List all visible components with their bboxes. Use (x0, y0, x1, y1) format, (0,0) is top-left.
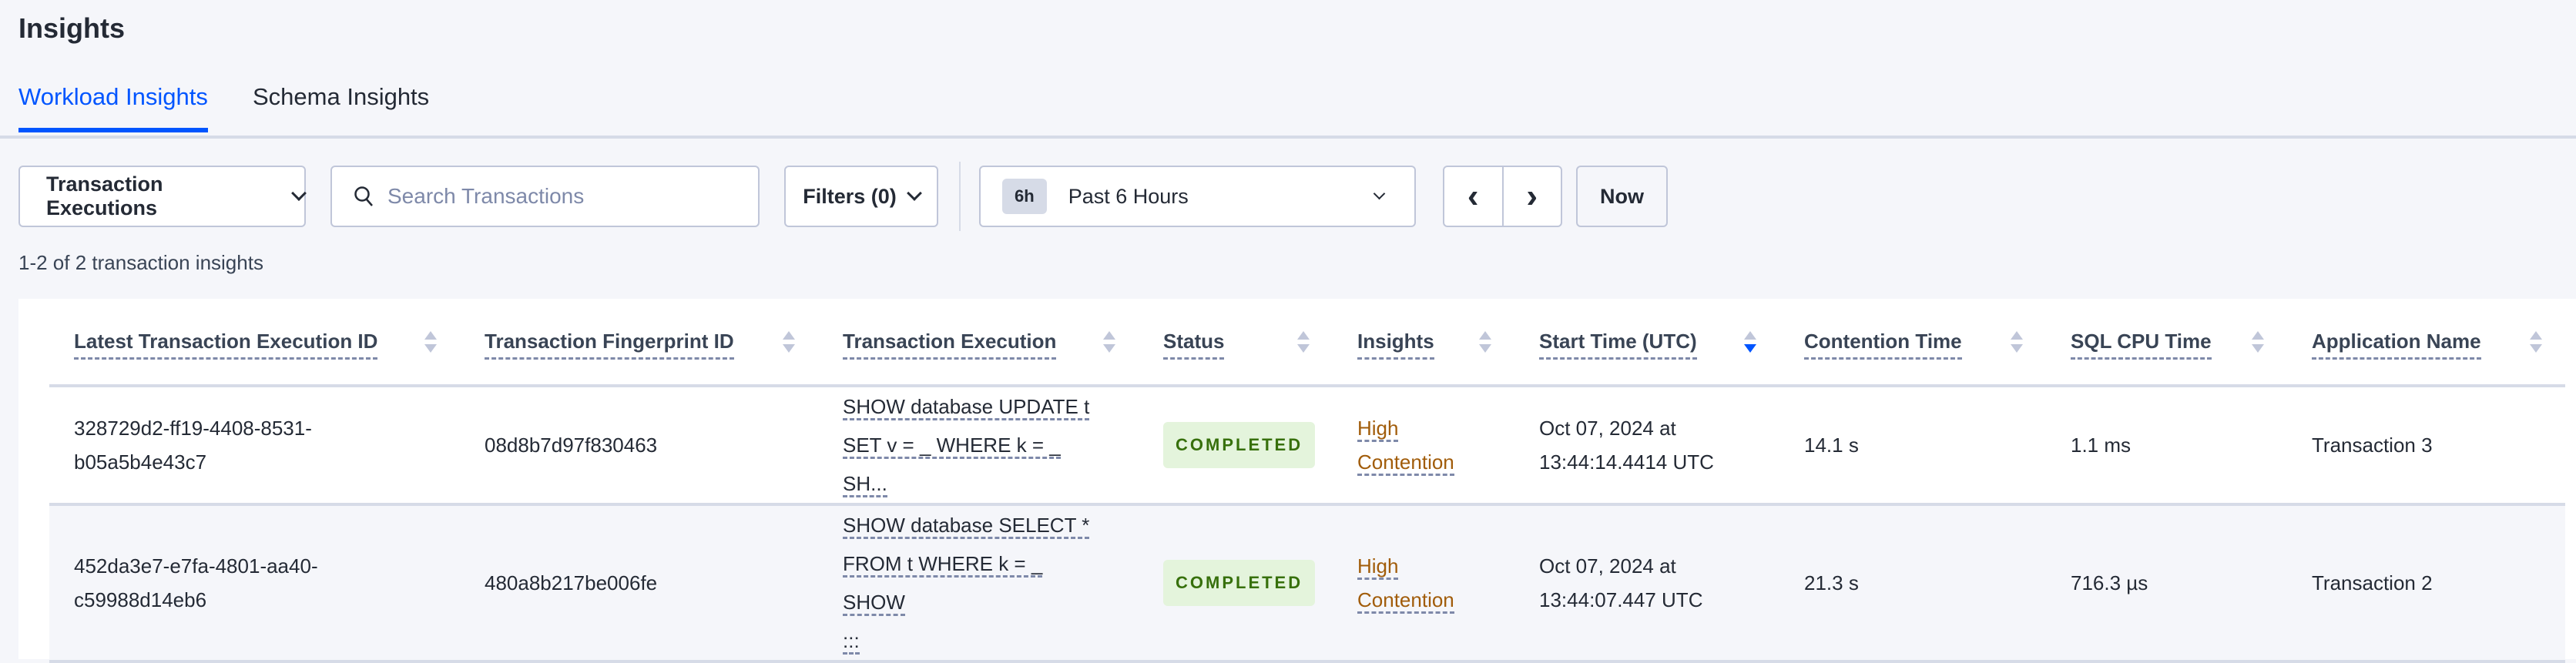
page-title: Insights (18, 12, 126, 44)
sort-icon[interactable] (1744, 330, 1756, 353)
column-header-label: Status (1163, 330, 1225, 360)
contention-time-cell: 21.3 s (1779, 504, 2046, 663)
sort-icon[interactable] (783, 330, 795, 353)
application-name-cell: Transaction 2 (2287, 504, 2565, 663)
sql-line: SET v = _ WHERE k = _ SH... (843, 434, 1061, 497)
fingerprint-id-cell[interactable]: 08d8b7d97f830463 (460, 386, 818, 506)
insights-cell[interactable]: High Contention (1333, 386, 1514, 506)
status-cell: COMPLETED (1139, 386, 1333, 506)
column-header[interactable]: Insights (1333, 299, 1514, 387)
next-time-button[interactable]: › (1501, 167, 1561, 226)
search-box[interactable] (330, 166, 760, 227)
previous-time-button[interactable]: ‹ (1467, 177, 1479, 215)
execution-id-cell[interactable]: 452da3e7-e7fa-4801-aa40- c59988d14eb6 (49, 504, 460, 663)
sql-line: FROM t WHERE k = _ SHOW (843, 552, 1043, 616)
start-date: Oct 07, 2024 at (1539, 554, 1676, 578)
application-name-cell: Transaction 3 (2287, 386, 2565, 506)
execution-id-line: 452da3e7-e7fa-4801-aa40- (74, 554, 318, 578)
tab-schema-insights[interactable]: Schema Insights (253, 83, 430, 110)
column-header-label: Insights (1357, 330, 1434, 360)
sort-icon[interactable] (2011, 330, 2023, 353)
contention-time-cell: 14.1 s (1779, 386, 2046, 506)
column-header[interactable]: Status (1139, 299, 1333, 387)
execution-id-line: b05a5b4e43c7 (74, 450, 207, 474)
filters-button[interactable]: Filters (0) (784, 166, 938, 227)
chevron-down-icon (291, 186, 307, 201)
execution-id-cell[interactable]: 328729d2-ff19-4408-8531- b05a5b4e43c7 (49, 386, 460, 506)
sort-icon[interactable] (424, 330, 437, 353)
status-badge: COMPLETED (1163, 422, 1316, 468)
table-row[interactable]: 328729d2-ff19-4408-8531- b05a5b4e43c7 08d… (49, 386, 2565, 506)
transaction-execution-cell[interactable]: SHOW database SELECT * FROM t WHERE k = _… (818, 504, 1139, 663)
execution-id-line: 328729d2-ff19-4408-8531- (74, 417, 312, 440)
start-time-cell: Oct 07, 2024 at 13:44:07.447 UTC (1514, 504, 1779, 663)
column-header[interactable]: Application Name (2287, 299, 2565, 387)
column-header-label: SQL CPU Time (2071, 330, 2212, 360)
sort-icon[interactable] (2252, 330, 2264, 353)
insights-table-card: Latest Transaction Execution ID Transacti… (18, 299, 2576, 663)
status-cell: COMPLETED (1139, 504, 1333, 663)
column-header[interactable]: SQL CPU Time (2046, 299, 2287, 387)
result-count: 1-2 of 2 transaction insights (18, 251, 263, 274)
column-header-label: Transaction Execution (843, 330, 1057, 360)
sql-line: ::: (843, 629, 860, 655)
sql-line: SHOW database UPDATE t (843, 395, 1090, 420)
column-header-label: Transaction Fingerprint ID (485, 330, 734, 360)
insights-table: Latest Transaction Execution ID Transacti… (49, 299, 2565, 663)
sort-icon[interactable] (1297, 330, 1310, 353)
time-nav: ‹ › (1443, 166, 1562, 227)
sql-cpu-time-cell: 1.1 ms (2046, 386, 2287, 506)
insight-label: Contention (1357, 588, 1454, 614)
table-row[interactable]: 452da3e7-e7fa-4801-aa40- c59988d14eb6 480… (49, 504, 2565, 663)
sort-icon[interactable] (1479, 330, 1491, 353)
column-header[interactable]: Latest Transaction Execution ID (49, 299, 460, 387)
time-range-pill: 6h (1002, 179, 1047, 214)
view-select-label: Transaction Executions (46, 172, 163, 219)
time-range-label: Past 6 Hours (1068, 184, 1189, 208)
view-select[interactable]: Transaction Executions (18, 166, 307, 227)
start-time: 13:44:14.4414 UTC (1539, 450, 1714, 474)
insight-label: High (1357, 554, 1399, 580)
status-badge: COMPLETED (1163, 560, 1316, 606)
table-header-row: Latest Transaction Execution ID Transacti… (49, 299, 2565, 387)
insight-label: Contention (1357, 450, 1454, 476)
insight-label: High (1357, 417, 1399, 442)
start-time: 13:44:07.447 UTC (1539, 588, 1703, 611)
column-header-label: Latest Transaction Execution ID (74, 330, 378, 360)
toolbar-divider (959, 162, 961, 231)
now-button[interactable]: Now (1576, 166, 1668, 227)
sql-cpu-time-cell: 716.3 µs (2046, 504, 2287, 663)
column-header-label: Contention Time (1804, 330, 1962, 360)
start-time-cell: Oct 07, 2024 at 13:44:14.4414 UTC (1514, 386, 1779, 506)
chevron-down-icon (906, 186, 922, 201)
execution-id-line: c59988d14eb6 (74, 588, 207, 611)
filters-label: Filters (0) (803, 184, 897, 208)
column-header[interactable]: Transaction Execution (818, 299, 1139, 387)
tab-workload-insights[interactable]: Workload Insights (18, 83, 208, 132)
start-date: Oct 07, 2024 at (1539, 417, 1676, 440)
column-header-label: Start Time (UTC) (1539, 330, 1697, 360)
column-header[interactable]: Start Time (UTC) (1514, 299, 1779, 387)
column-header[interactable]: Transaction Fingerprint ID (460, 299, 818, 387)
column-header[interactable]: Contention Time (1779, 299, 2046, 387)
sort-icon[interactable] (1103, 330, 1115, 353)
tab-bar: Workload Insights Schema Insights (0, 83, 2576, 139)
column-header-label: Application Name (2312, 330, 2481, 360)
sql-line: SHOW database SELECT * (843, 514, 1090, 539)
search-input[interactable] (387, 184, 757, 209)
chevron-down-icon (1373, 187, 1386, 199)
sort-icon[interactable] (2530, 330, 2542, 353)
insights-cell[interactable]: High Contention (1333, 504, 1514, 663)
transaction-execution-cell[interactable]: SHOW database UPDATE t SET v = _ WHERE k … (818, 386, 1139, 506)
time-range-select[interactable]: 6h Past 6 Hours (979, 166, 1416, 227)
fingerprint-id-cell[interactable]: 480a8b217be006fe (460, 504, 818, 663)
search-icon (354, 186, 373, 206)
